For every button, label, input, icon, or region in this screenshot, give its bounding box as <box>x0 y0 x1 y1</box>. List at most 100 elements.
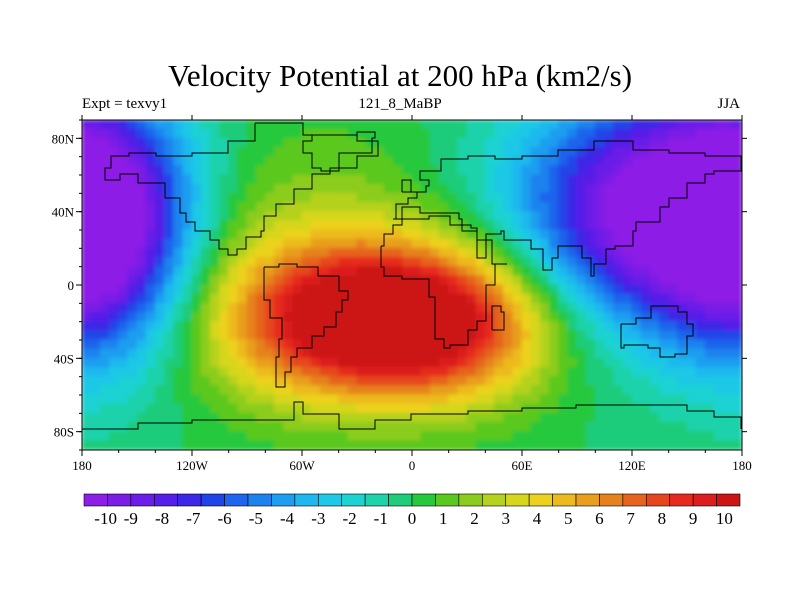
field-cell <box>604 174 615 185</box>
field-cell <box>283 321 294 332</box>
field-cell <box>191 376 202 387</box>
field-cell <box>512 120 523 130</box>
field-cell <box>686 412 697 423</box>
field-cell <box>439 412 450 423</box>
field-cell <box>594 266 605 277</box>
field-cell <box>301 284 312 295</box>
field-cell <box>173 156 184 167</box>
field-cell <box>283 376 294 387</box>
field-cell <box>292 293 303 304</box>
field-cell <box>732 174 742 185</box>
field-cell <box>714 330 725 341</box>
field-cell <box>567 238 578 249</box>
field-cell <box>109 321 120 332</box>
field-cell <box>494 412 505 423</box>
field-cell <box>677 422 688 433</box>
field-cell <box>631 284 642 295</box>
field-cell <box>182 183 193 194</box>
field-cell <box>99 422 110 433</box>
field-cell <box>228 376 239 387</box>
field-cell <box>594 376 605 387</box>
field-cell <box>457 394 468 405</box>
field-cell <box>164 293 175 304</box>
field-cell <box>164 321 175 332</box>
field-cell <box>82 192 92 203</box>
field-cell <box>411 238 422 249</box>
field-cell <box>264 394 275 405</box>
field-cell <box>659 431 670 442</box>
field-cell <box>649 137 660 148</box>
field-cell <box>99 284 110 295</box>
field-cell <box>365 247 376 258</box>
field-cell <box>484 220 495 231</box>
field-cell <box>127 220 138 231</box>
field-cell <box>393 440 404 450</box>
field-cell <box>439 302 450 313</box>
field-cell <box>585 120 596 130</box>
field-cell <box>604 211 615 222</box>
field-cell <box>631 330 642 341</box>
field-cell <box>585 211 596 222</box>
field-cell <box>686 220 697 231</box>
coastline <box>82 401 742 430</box>
field-cell <box>530 440 541 450</box>
field-cell <box>484 348 495 359</box>
field-cell <box>613 330 624 341</box>
field-cell <box>448 275 459 286</box>
field-cell <box>604 257 615 268</box>
field-cell <box>338 403 349 414</box>
field-cell <box>549 238 560 249</box>
field-cell <box>173 376 184 387</box>
field-cell <box>439 275 450 286</box>
colorbar-label: 4 <box>533 509 542 528</box>
field-cell <box>695 211 706 222</box>
field-cell <box>200 403 211 414</box>
field-cell <box>145 247 156 258</box>
field-cell <box>164 183 175 194</box>
field-cell <box>182 174 193 185</box>
field-cell <box>567 156 578 167</box>
field-cell <box>237 302 248 313</box>
field-cell <box>723 220 734 231</box>
field-cell <box>704 192 715 203</box>
field-cell <box>274 202 285 213</box>
field-cell <box>732 376 742 387</box>
field-cell <box>686 293 697 304</box>
field-cell <box>118 147 129 158</box>
field-cell <box>191 302 202 313</box>
field-cell <box>283 257 294 268</box>
field-cell <box>319 394 330 405</box>
field-cell <box>567 165 578 176</box>
y-tick-label: 40S <box>54 351 74 366</box>
field-cell <box>154 147 165 158</box>
field-cell <box>228 312 239 323</box>
field-cell <box>384 165 395 176</box>
field-cell <box>686 257 697 268</box>
field-cell <box>384 440 395 450</box>
field-cell <box>484 412 495 423</box>
field-cell <box>145 192 156 203</box>
field-cell <box>301 120 312 130</box>
field-cell <box>439 202 450 213</box>
field-cell <box>402 147 413 158</box>
field-cell <box>659 302 670 313</box>
field-cell <box>420 348 431 359</box>
field-cell <box>127 422 138 433</box>
field-cell <box>246 422 257 433</box>
field-cell <box>585 357 596 368</box>
field-cell <box>365 120 376 130</box>
field-cell <box>99 339 110 350</box>
field-cell <box>109 302 120 313</box>
field-cell <box>301 238 312 249</box>
field-cell <box>429 165 440 176</box>
field-cell <box>228 394 239 405</box>
field-cell <box>145 229 156 240</box>
field-cell <box>118 412 129 423</box>
field-cell <box>374 321 385 332</box>
field-cell <box>319 156 330 167</box>
field-cell <box>136 431 147 442</box>
field-cell <box>704 120 715 130</box>
field-cell <box>109 192 120 203</box>
field-cell <box>512 293 523 304</box>
field-cell <box>640 220 651 231</box>
